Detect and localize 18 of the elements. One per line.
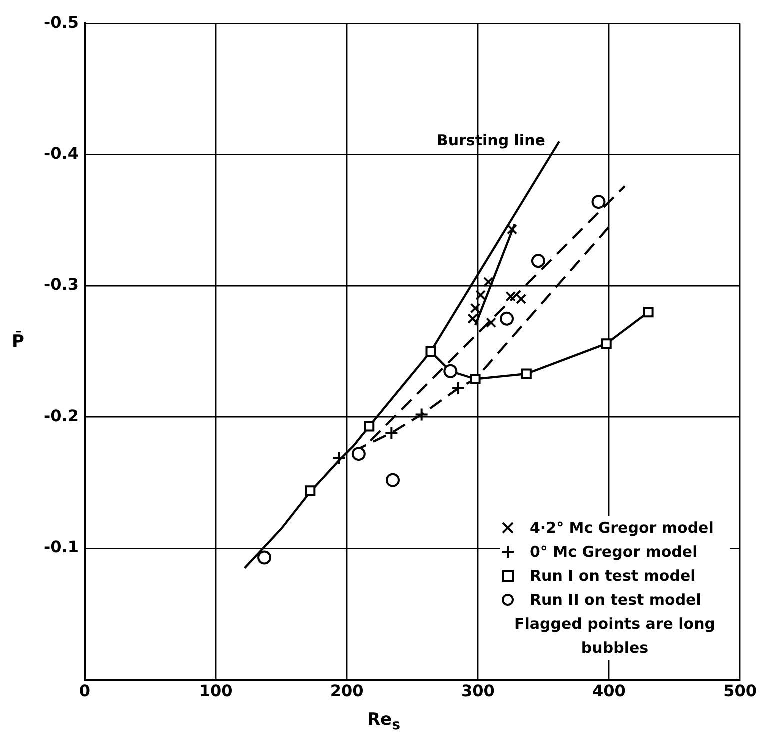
y-tick-label: -0.4 bbox=[44, 144, 79, 163]
annotation: Flagged points are long bubbles bbox=[513, 614, 717, 659]
x-tick-label: 500 bbox=[724, 682, 758, 701]
legend-label: 4·2° Mc Gregor model bbox=[530, 518, 714, 539]
y-tick-label: -0.2 bbox=[44, 406, 79, 426]
y-tick-label: -0.1 bbox=[44, 538, 79, 557]
y-tick-label: -0.5 bbox=[44, 12, 79, 32]
x-tick-label: 0 bbox=[79, 682, 91, 701]
x-tick-label: 100 bbox=[199, 682, 233, 701]
legend-label: Run II on test model bbox=[530, 590, 702, 611]
x-tick-label: 300 bbox=[461, 682, 495, 701]
x-tick-label: 200 bbox=[330, 682, 364, 701]
y-tick-label: -0.3 bbox=[44, 275, 79, 294]
legend-label: 0° Mc Gregor model bbox=[530, 542, 698, 563]
y-axis-title: P̄ bbox=[12, 332, 24, 352]
legend-label: Run I on test model bbox=[530, 566, 696, 587]
x-tick-label: 400 bbox=[592, 682, 626, 701]
x-axis-title: Re$_{s}$ bbox=[366, 710, 402, 733]
